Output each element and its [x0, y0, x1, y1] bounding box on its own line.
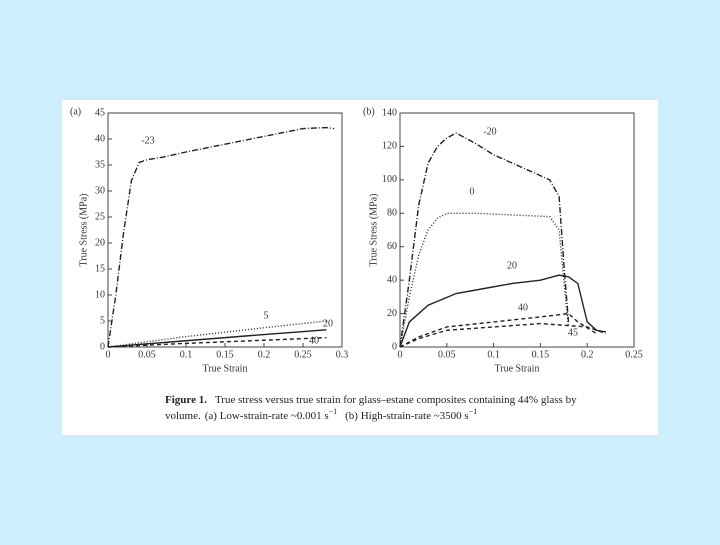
- x-tick-label: 0: [398, 349, 403, 360]
- series-line: [107, 329, 327, 348]
- series-label: 20: [507, 260, 517, 271]
- x-tick-label: 0.1: [487, 349, 500, 360]
- x-tick-label: 0.25: [294, 349, 312, 360]
- series-line: [399, 312, 597, 348]
- series-line: [399, 322, 607, 348]
- caption-text: volume.: [165, 410, 201, 422]
- series-line: [399, 132, 570, 348]
- caption-line: Figure 1. True stress versus true strain …: [165, 394, 577, 406]
- x-tick-label: 0.3: [336, 349, 349, 360]
- series-line: [107, 126, 335, 348]
- plot-frame: [399, 112, 635, 348]
- caption-line: volume. (a) Low-strain-rate ~0.001 s−1 (b)…: [165, 407, 477, 422]
- y-tick-label: 20: [95, 237, 105, 248]
- series-label: -20: [483, 126, 496, 137]
- x-tick-label: 0.05: [138, 349, 156, 360]
- y-axis-label: True Stress (MPa): [368, 194, 379, 267]
- series-label: 5: [264, 310, 269, 321]
- series-label: 40: [309, 335, 319, 346]
- y-tick-label: 60: [387, 241, 397, 252]
- y-tick-label: 80: [387, 208, 397, 219]
- caption-a: (a) Low-strain-rate ~0.001 s: [205, 410, 329, 422]
- series-label: 20: [323, 318, 333, 329]
- panel-label: (a): [70, 106, 81, 117]
- caption-label: Figure 1.: [165, 394, 207, 406]
- y-tick-label: 35: [95, 159, 105, 170]
- x-tick-label: 0.15: [532, 349, 550, 360]
- y-tick-label: 30: [95, 185, 105, 196]
- series-label: 40: [518, 302, 528, 313]
- y-tick-label: 5: [100, 315, 105, 326]
- x-tick-label: 0: [106, 349, 111, 360]
- caption-text: True stress versus true strain for glass…: [215, 394, 577, 406]
- y-tick-label: 10: [95, 289, 105, 300]
- figure-image: [62, 100, 658, 435]
- series-label: 0: [470, 186, 475, 197]
- y-tick-label: 0: [392, 341, 397, 352]
- series-line: [399, 274, 607, 348]
- y-tick-label: 40: [387, 274, 397, 285]
- y-tick-label: 100: [382, 174, 397, 185]
- x-axis-label: True Strain: [495, 363, 540, 374]
- y-tick-label: 0: [100, 341, 105, 352]
- series-line: [107, 320, 327, 348]
- caption-b-exp: −1: [469, 407, 478, 416]
- x-tick-label: 0.2: [581, 349, 594, 360]
- panel-label: (b): [363, 106, 375, 117]
- x-axis-label: True Strain: [203, 363, 248, 374]
- series-line: [399, 212, 570, 348]
- y-tick-label: 20: [387, 308, 397, 319]
- y-tick-label: 25: [95, 211, 105, 222]
- x-tick-label: 0.05: [438, 349, 456, 360]
- caption-a-exp: −1: [329, 407, 338, 416]
- y-tick-label: 15: [95, 263, 105, 274]
- series-label: -23: [141, 135, 154, 146]
- y-tick-label: 40: [95, 133, 105, 144]
- y-tick-label: 120: [382, 141, 397, 152]
- x-tick-label: 0.25: [625, 349, 643, 360]
- x-tick-label: 0.15: [216, 349, 234, 360]
- x-tick-label: 0.1: [180, 349, 193, 360]
- caption-b: (b) High-strain-rate ~3500 s: [345, 410, 469, 422]
- x-tick-label: 0.2: [258, 349, 271, 360]
- y-axis-label: True Stress (MPa): [78, 194, 89, 267]
- series-label: 45: [568, 327, 578, 338]
- y-tick-label: 45: [95, 107, 105, 118]
- plots: (a) True Strain True Stress (MPa) 0 0.05 0.1 0…: [70, 106, 643, 374]
- y-tick-label: 140: [382, 107, 397, 118]
